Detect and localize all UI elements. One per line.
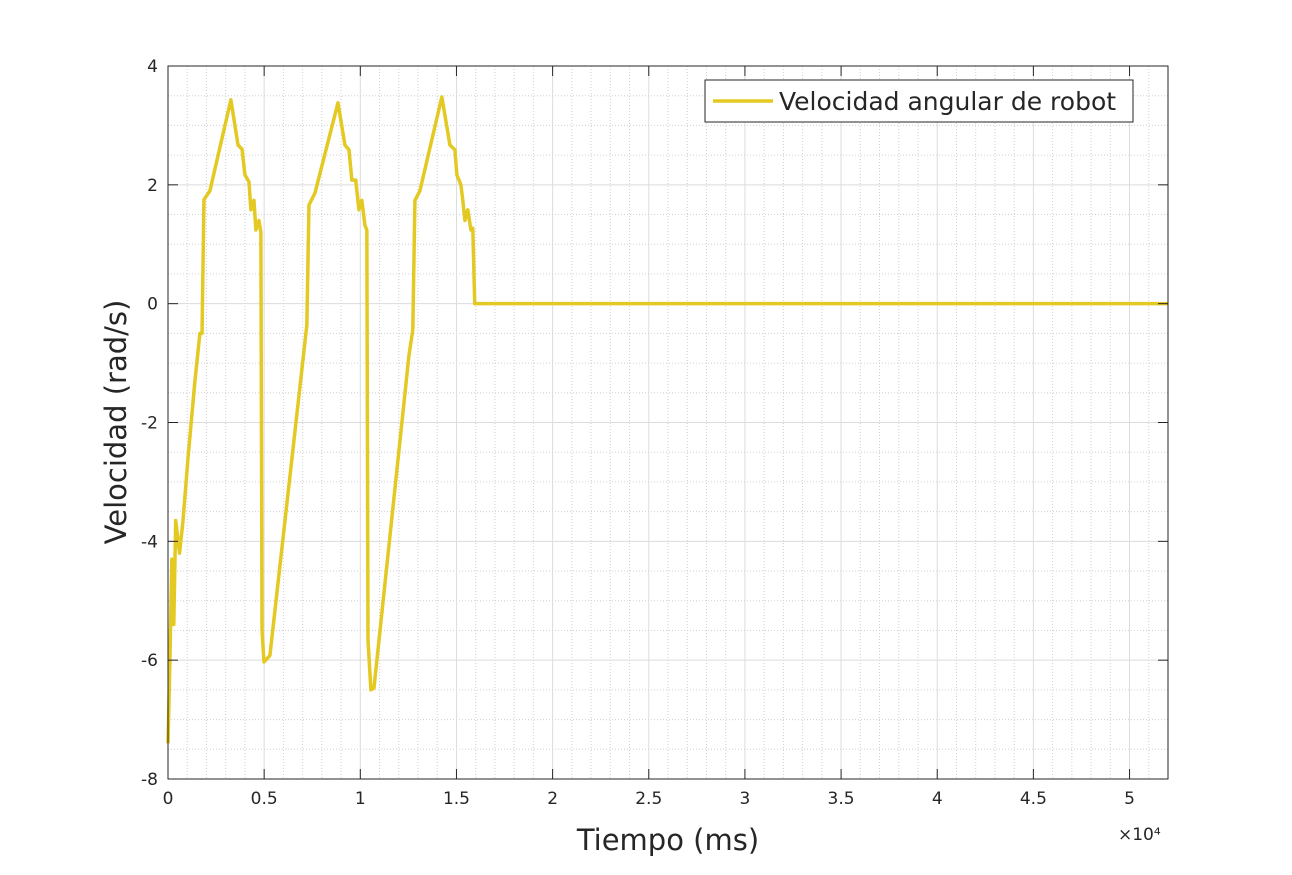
y-tick-label: -4 xyxy=(141,532,158,552)
x-tick-label: 0 xyxy=(163,789,174,809)
y-tick-label: -2 xyxy=(141,414,158,434)
y-tick-label: -8 xyxy=(141,770,158,790)
tick-layer: 0 0.5 1 1.5 2 2.5 3 3.5 4 4.5 5 -8 -6 -4 -2 0 2 4 xyxy=(141,57,1168,809)
x-tick-label: 2.5 xyxy=(635,789,662,809)
series-layer xyxy=(166,95,1168,744)
x-tick-label: 1 xyxy=(355,789,366,809)
x-tick-label: 3.5 xyxy=(828,789,855,809)
x-tick-label: 2 xyxy=(547,789,558,809)
x-tick-label: 3 xyxy=(740,789,751,809)
x-exponent: ×10⁴ xyxy=(1118,825,1161,845)
series-line xyxy=(166,95,1168,744)
x-axis-label: Tiempo (ms) xyxy=(576,823,759,857)
y-tick-label: 4 xyxy=(147,57,158,77)
y-tick-label: 0 xyxy=(147,295,158,315)
x-tick-label: 0.5 xyxy=(251,789,278,809)
x-tick-label: 4.5 xyxy=(1020,789,1047,809)
x-tick-label: 5 xyxy=(1124,789,1135,809)
x-tick-label: 4 xyxy=(932,789,943,809)
legend: Velocidad angular de robot xyxy=(704,79,1134,123)
x-tick-label: 1.5 xyxy=(443,789,470,809)
y-tick-label: 2 xyxy=(147,176,158,196)
grid xyxy=(167,65,1168,780)
y-axis-label: Velocidad (rad/s) xyxy=(99,300,133,545)
y-tick-label: -6 xyxy=(141,651,158,671)
legend-label: Velocidad angular de robot xyxy=(779,87,1116,116)
legend-box xyxy=(704,79,1134,123)
